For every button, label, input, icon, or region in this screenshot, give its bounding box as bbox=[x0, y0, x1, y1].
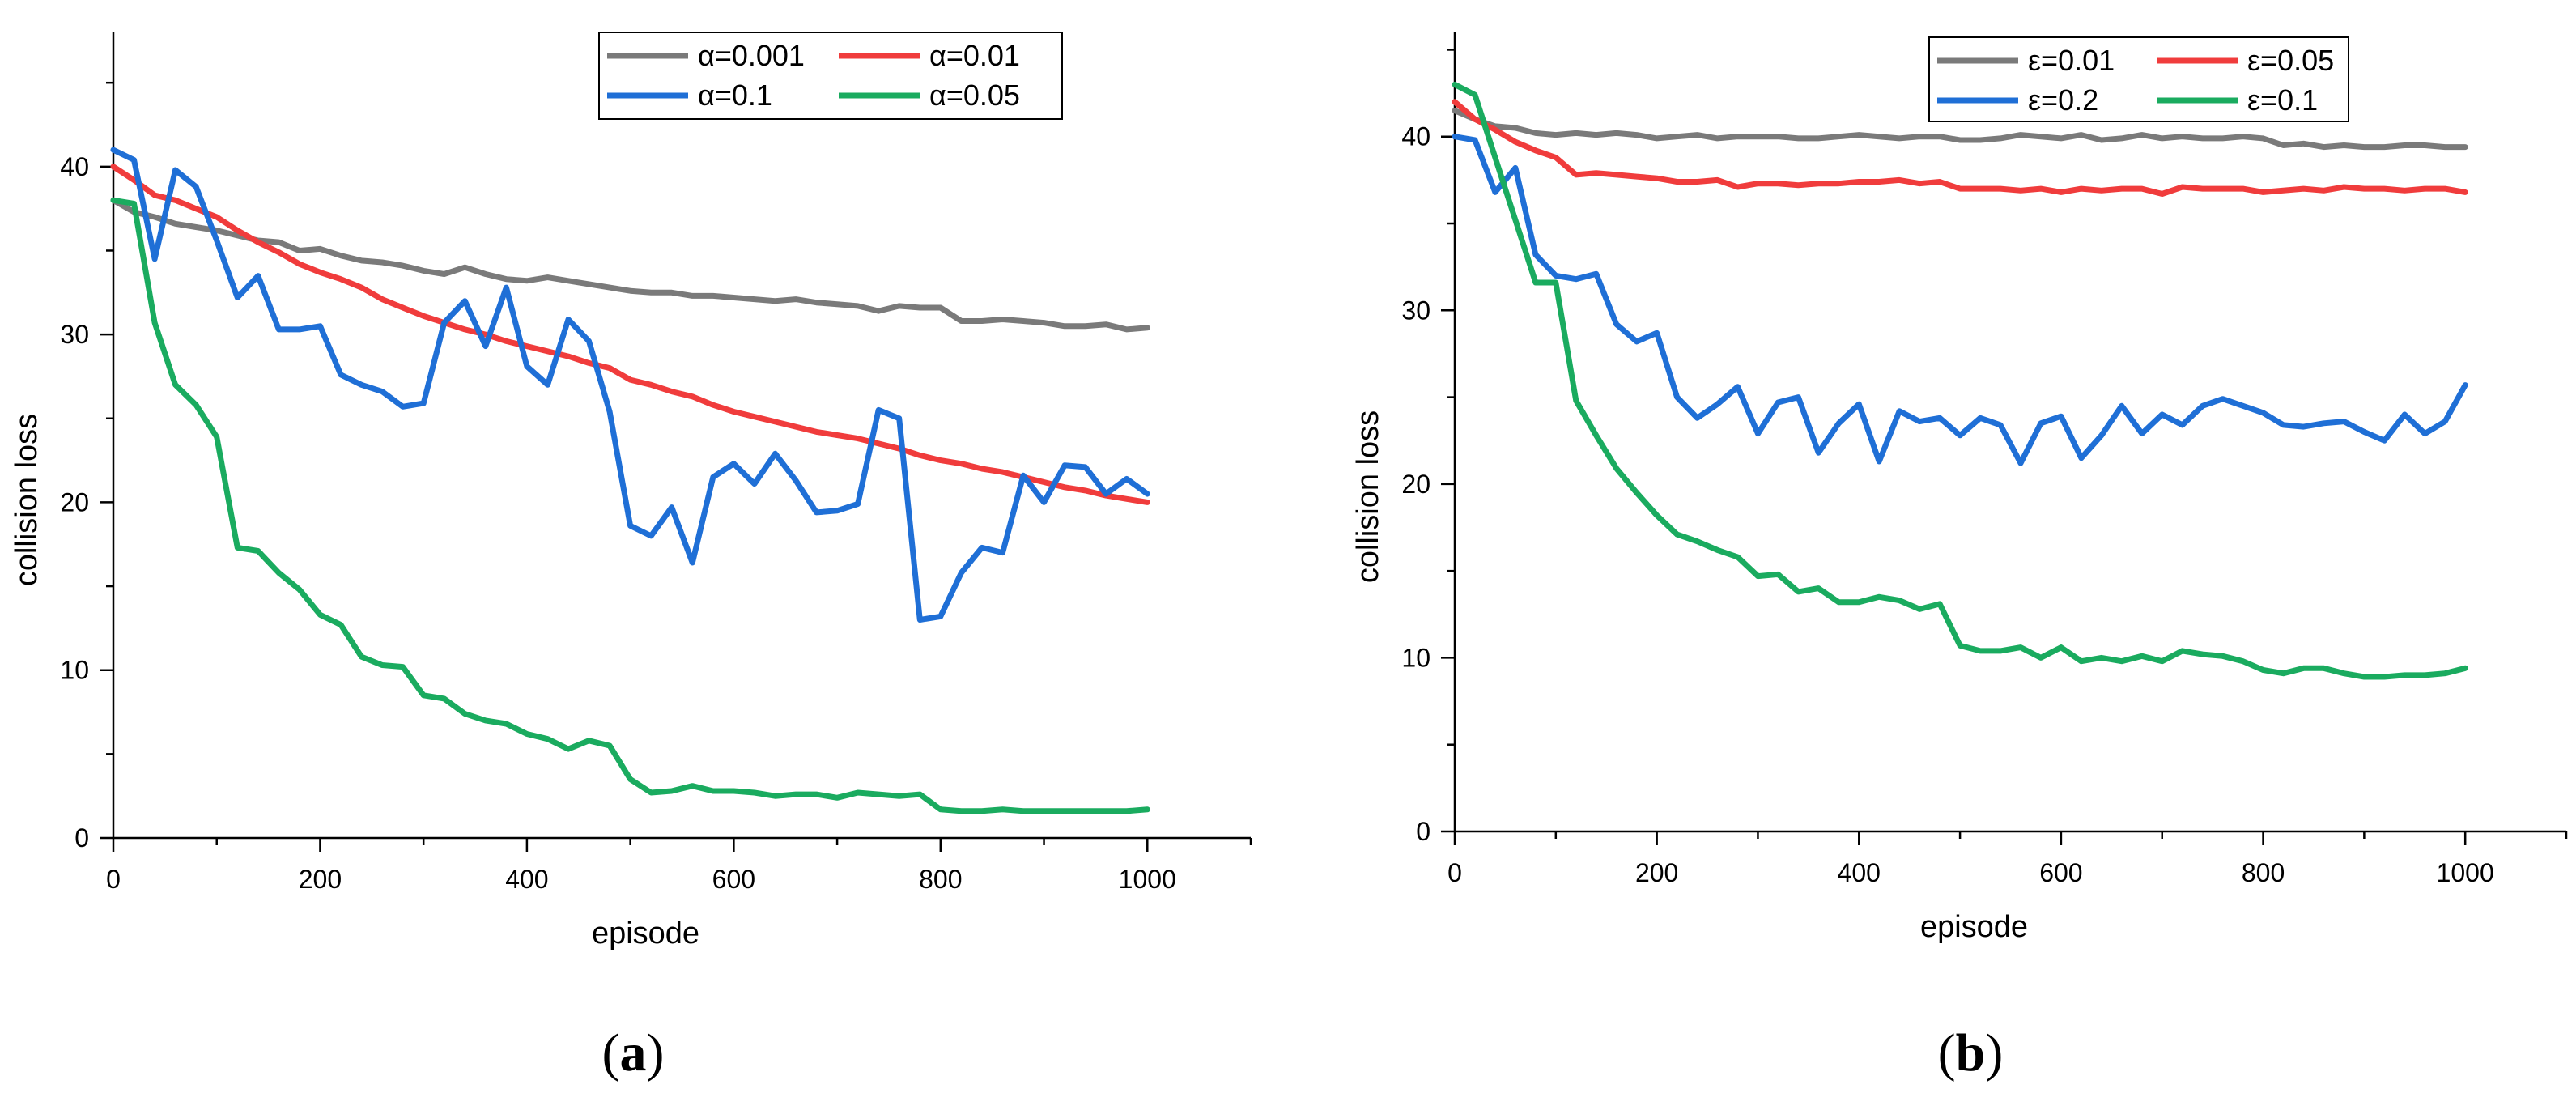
legend-label-b-2: ε=0.05 bbox=[2247, 44, 2334, 77]
panel-caption-b: (b) bbox=[1938, 1023, 2004, 1082]
legend-box-b bbox=[1928, 36, 2349, 122]
series-line-b-2 bbox=[1452, 99, 2468, 197]
y-tick-label-a: 40 bbox=[60, 152, 89, 181]
panel-b-chart: 0 200 400 600 800 1000 0 10 20 30 40 episode collisi… bbox=[1351, 32, 2568, 1082]
y-tick-label-a: 10 bbox=[60, 656, 89, 685]
legend-label-a-3: α=0.1 bbox=[698, 79, 772, 112]
y-tick-label-a: 30 bbox=[60, 320, 89, 349]
y-tick-label-b: 10 bbox=[1401, 643, 1430, 672]
legend-box-a bbox=[598, 32, 1063, 120]
legend-label-b-1: ε=0.01 bbox=[2028, 44, 2115, 77]
y-tick-label-a: 0 bbox=[74, 823, 89, 853]
x-tick-label-b: 800 bbox=[2242, 858, 2285, 887]
y-tick-label-a: 20 bbox=[60, 487, 89, 517]
y-axis-title-b: collision loss bbox=[1351, 410, 1385, 583]
x-tick-label-b: 1000 bbox=[2437, 858, 2494, 887]
y-tick-label-b: 20 bbox=[1401, 470, 1430, 499]
y-axis-title-a: collision loss bbox=[10, 414, 44, 586]
panel-caption-a: (a) bbox=[602, 1023, 665, 1082]
x-tick-label-b: 600 bbox=[2039, 858, 2082, 887]
x-axis-title-a: episode bbox=[592, 916, 699, 951]
series-line-a-3 bbox=[110, 147, 1150, 623]
legend-label-a-1: α=0.001 bbox=[698, 39, 805, 72]
x-axis-title-b: episode bbox=[1920, 910, 2028, 944]
series-line-b-3 bbox=[1452, 134, 2468, 466]
x-tick-label-a: 800 bbox=[919, 865, 962, 894]
x-tick-label-a: 200 bbox=[299, 865, 342, 894]
series-line-a-2 bbox=[110, 164, 1150, 505]
x-tick-label-b: 0 bbox=[1447, 858, 1462, 887]
y-tick-label-b: 30 bbox=[1401, 296, 1430, 325]
x-tick-label-a: 600 bbox=[712, 865, 755, 894]
x-tick-label-a: 1000 bbox=[1119, 865, 1176, 894]
series-line-b-1 bbox=[1452, 108, 2468, 151]
series-line-a-1 bbox=[110, 197, 1150, 333]
series-line-b-4 bbox=[1452, 81, 2468, 680]
legend-label-b-3: ε=0.2 bbox=[2028, 83, 2098, 117]
panel-a-chart: 0 200 400 600 800 1000 0 10 20 30 40 episode collisi… bbox=[10, 32, 1252, 1082]
legend-label-b-4: ε=0.1 bbox=[2247, 83, 2318, 117]
y-tick-label-b: 40 bbox=[1401, 122, 1430, 151]
legend-label-a-4: α=0.05 bbox=[929, 79, 1020, 112]
x-tick-label-b: 200 bbox=[1635, 858, 1678, 887]
y-tick-label-b: 0 bbox=[1416, 817, 1430, 846]
x-tick-label-a: 400 bbox=[505, 865, 548, 894]
legend-label-a-2: α=0.01 bbox=[929, 39, 1020, 72]
series-line-a-4 bbox=[110, 197, 1150, 814]
x-tick-label-a: 0 bbox=[106, 865, 121, 894]
x-tick-label-b: 400 bbox=[1838, 858, 1881, 887]
